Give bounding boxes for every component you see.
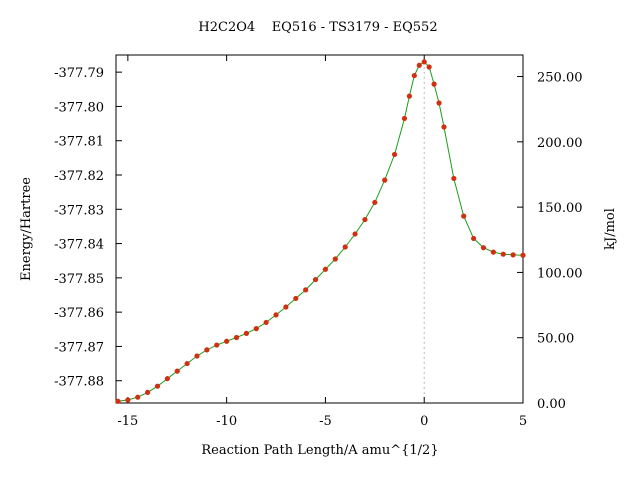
data-point: [342, 244, 348, 250]
y-tick-label: -377.81: [54, 135, 104, 150]
y2-tick-label: 0.00: [537, 397, 566, 412]
y2-tick-label: 150.00: [537, 201, 583, 216]
data-point: [115, 398, 121, 404]
data-point: [135, 394, 141, 400]
data-point: [164, 376, 170, 382]
x-tick-label: 5: [519, 414, 527, 429]
data-point: [416, 62, 422, 68]
data-point: [332, 256, 338, 262]
y-tick-label: -377.79: [54, 66, 104, 81]
data-point: [273, 312, 279, 318]
data-point: [145, 389, 151, 395]
data-point: [510, 252, 516, 258]
y2-tick-label: 250.00: [537, 71, 583, 86]
data-point: [382, 177, 388, 183]
y-tick-label: -377.88: [54, 375, 104, 390]
y-tick-label: -377.84: [54, 238, 104, 253]
y-axis-label: Energy/Hartree: [19, 177, 34, 281]
data-point: [520, 252, 526, 258]
data-point: [490, 249, 496, 255]
data-point: [293, 295, 299, 302]
data-point: [441, 124, 447, 130]
data-point: [480, 245, 487, 251]
data-point: [283, 304, 289, 310]
x-tick-label: -5: [319, 414, 332, 429]
y-axis-right: 0.00 50.00 100.00 150.00 200.00 250.00: [517, 71, 583, 412]
chart-title: H2C2O4 EQ516 - TS3179 - EQ552: [198, 20, 437, 35]
data-point: [431, 81, 437, 87]
data-point: [426, 64, 432, 70]
y-tick-label: -377.80: [54, 100, 104, 115]
data-point: [194, 353, 200, 359]
energy-curve: [117, 61, 524, 402]
data-point: [406, 93, 412, 99]
data-point: [154, 383, 161, 389]
y-tick-label: -377.83: [54, 203, 104, 218]
data-point: [352, 231, 358, 237]
y2-tick-label: 100.00: [537, 266, 583, 281]
plot-frame: [115, 54, 524, 404]
data-point: [224, 338, 230, 344]
data-point: [436, 100, 442, 106]
y2-tick-label: 200.00: [537, 136, 583, 151]
data-point: [362, 216, 368, 223]
x-tick-label: -15: [117, 414, 138, 429]
data-point: [500, 251, 506, 257]
y-tick-label: -377.85: [54, 272, 104, 287]
data-point: [411, 72, 417, 79]
x-tick-label: 0: [420, 414, 428, 429]
y2-tick-label: 50.00: [537, 332, 574, 347]
data-points: [115, 59, 526, 404]
data-point: [204, 347, 210, 353]
data-point: [243, 330, 249, 336]
x-axis-label: Reaction Path Length/A amu^{1/2}: [201, 443, 438, 458]
y-axis-left: -377.79 -377.80 -377.81 -377.82 -377.83 -377.…: [54, 66, 122, 390]
data-point: [303, 287, 309, 293]
data-point: [174, 368, 180, 374]
y-tick-label: -377.86: [54, 306, 104, 321]
y-tick-label: -377.82: [54, 169, 104, 184]
x-tick-label: -10: [216, 414, 237, 429]
data-point: [471, 235, 477, 242]
data-point: [253, 326, 259, 332]
data-point: [401, 115, 408, 122]
data-point: [125, 397, 131, 403]
data-point: [322, 266, 329, 272]
data-point: [214, 342, 220, 348]
data-point: [312, 276, 319, 283]
data-point: [461, 213, 467, 219]
data-point: [263, 319, 269, 326]
y2-axis-label: kJ/mol: [603, 208, 618, 250]
data-point: [233, 334, 240, 341]
data-point: [372, 199, 378, 206]
x-axis: -15 -10 -5 0 5: [117, 55, 527, 429]
y-tick-label: -377.87: [54, 340, 104, 355]
data-point: [451, 175, 457, 182]
data-point: [184, 360, 190, 367]
data-point: [421, 59, 427, 65]
data-point: [391, 151, 398, 158]
